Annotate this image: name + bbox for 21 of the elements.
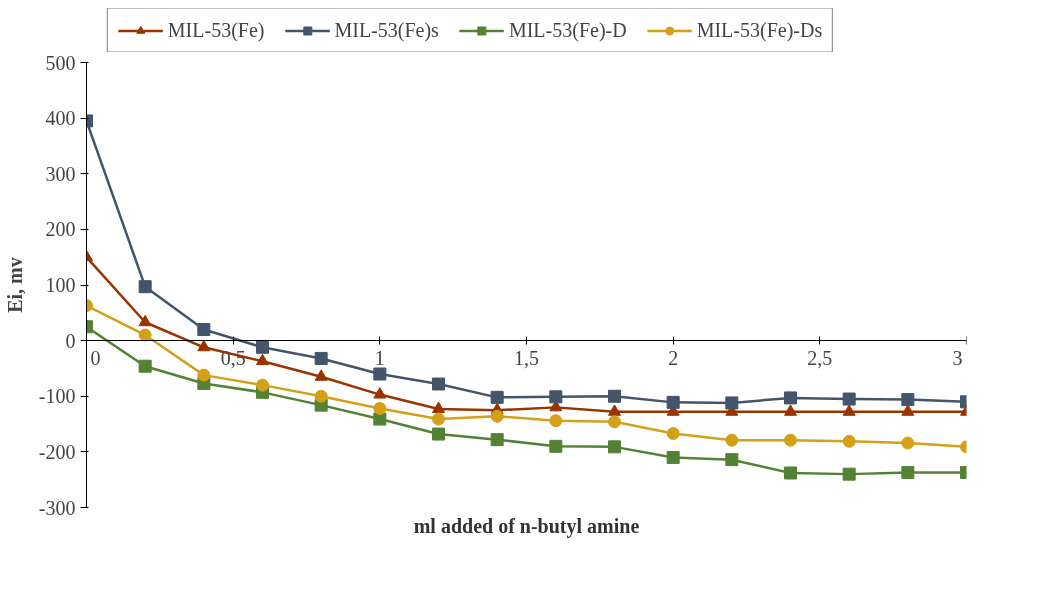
y-tick-label: 0 bbox=[65, 329, 76, 352]
y-tick-label: -300 bbox=[38, 496, 76, 519]
y-tick-label: -200 bbox=[38, 440, 76, 463]
y-tick-label: 100 bbox=[45, 274, 76, 296]
legend-label: MIL-53(Fe) bbox=[167, 18, 265, 42]
x-tick-label: 1,5 bbox=[514, 346, 539, 369]
legend-label: MIL-53(Fe)s bbox=[334, 18, 439, 42]
y-tick-label: 300 bbox=[45, 162, 76, 185]
y-tick-label: 400 bbox=[45, 107, 76, 130]
y-axis-title: Ei, mv bbox=[3, 257, 26, 313]
x-axis-title: ml added of n-butyl amine bbox=[413, 514, 640, 538]
y-tick-label: -100 bbox=[38, 385, 76, 408]
x-tick-label: 1 bbox=[374, 346, 385, 369]
legend-label: MIL-53(Fe)-Ds bbox=[696, 18, 823, 42]
legend-label: MIL-53(Fe)-D bbox=[508, 18, 627, 42]
x-tick-label: 0 bbox=[90, 346, 101, 369]
x-tick-label: 2 bbox=[668, 346, 679, 369]
y-tick-label: 500 bbox=[45, 51, 76, 74]
x-tick-label: 3 bbox=[952, 346, 963, 369]
x-tick-label: 2,5 bbox=[807, 346, 833, 369]
y-tick-label: 200 bbox=[45, 218, 76, 241]
